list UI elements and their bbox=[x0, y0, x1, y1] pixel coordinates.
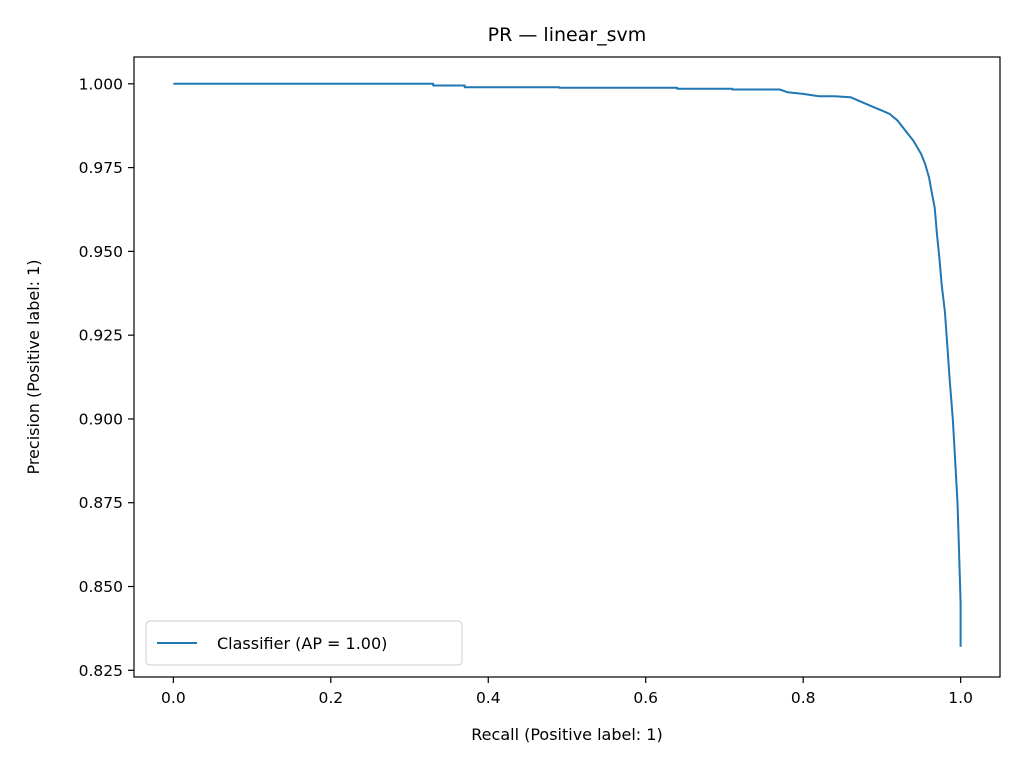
y-tick-label: 0.975 bbox=[79, 159, 123, 177]
pr-curve-line bbox=[173, 82, 962, 647]
y-tick-label: 0.850 bbox=[79, 578, 123, 596]
y-tick-label: 0.950 bbox=[79, 243, 123, 261]
x-tick-label: 0.8 bbox=[791, 689, 816, 707]
x-tick-label: 0.2 bbox=[318, 689, 343, 707]
y-axis-label: Precision (Positive label: 1) bbox=[24, 259, 43, 474]
x-tick-label: 0.6 bbox=[633, 689, 658, 707]
legend-label: Classifier (AP = 1.00) bbox=[217, 634, 387, 653]
legend: Classifier (AP = 1.00) bbox=[145, 620, 463, 666]
chart-title: PR — linear_svm bbox=[488, 24, 647, 46]
y-tick-label: 0.875 bbox=[79, 494, 123, 512]
plot-area: 0.0 0.2 0.4 0.6 0.8 1.0 0.8250.8500.8750.9000… bbox=[79, 56, 1001, 707]
x-axis-ticks: 0.0 0.2 0.4 0.6 0.8 1.0 bbox=[161, 677, 973, 707]
y-axis-ticks: 0.825 0.850 0.875 0.900 0.925 0.950 0.975 1.000 bbox=[79, 75, 134, 680]
x-tick-label: 1.0 bbox=[948, 689, 973, 707]
x-tick-label: 0.4 bbox=[476, 689, 501, 707]
y-tick-label: 0.825 bbox=[79, 662, 123, 680]
x-axis-label: Recall (Positive label: 1) bbox=[471, 725, 662, 744]
x-tick-label: 0.0 bbox=[161, 689, 186, 707]
y-tick-label: 0.900 bbox=[79, 410, 123, 428]
legend-box bbox=[145, 620, 463, 666]
series-layer bbox=[173, 82, 962, 647]
y-tick-label: 0.925 bbox=[79, 327, 123, 345]
y-tick-label: 1.000 bbox=[79, 75, 123, 93]
axes-frame bbox=[133, 56, 1001, 678]
